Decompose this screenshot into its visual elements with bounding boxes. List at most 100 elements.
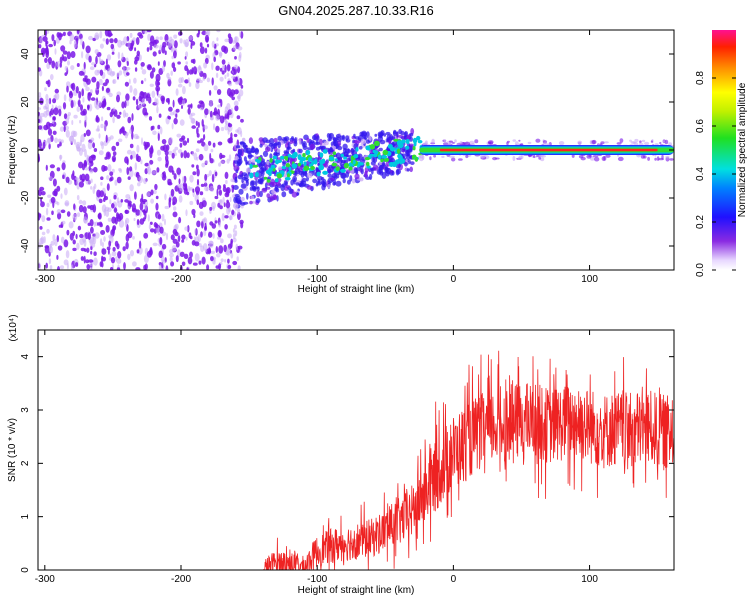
signal-blob xyxy=(396,131,399,138)
noise-blob xyxy=(189,200,194,206)
noise-blob xyxy=(58,33,64,37)
noise-blob xyxy=(188,232,192,239)
x-tick-label: 100 xyxy=(581,274,598,285)
noise-blob xyxy=(127,176,131,181)
noise-blob xyxy=(159,237,163,245)
signal-blob xyxy=(312,134,317,141)
noise-blob xyxy=(79,233,84,239)
signal-core-blob xyxy=(360,162,364,166)
colorbar-tick-label: 0.6 xyxy=(695,119,706,133)
noise-blob xyxy=(225,121,229,126)
noise-blob xyxy=(38,44,42,49)
signal-blob xyxy=(332,181,336,186)
noise-blob xyxy=(46,137,52,144)
y-tick-label: 2 xyxy=(20,460,31,466)
noise-blob xyxy=(160,145,165,151)
carrier-halo-blob xyxy=(429,156,432,161)
signal-blob xyxy=(248,158,252,164)
noise-blob xyxy=(196,168,200,177)
signal-blob xyxy=(265,139,271,144)
noise-blob xyxy=(109,171,114,176)
signal-blob xyxy=(345,171,350,178)
noise-blob xyxy=(164,50,167,55)
noise-blob xyxy=(105,58,108,66)
noise-blob xyxy=(148,223,152,230)
signal-core-blob xyxy=(328,156,335,161)
noise-blob xyxy=(136,171,140,177)
noise-blob xyxy=(167,77,172,81)
signal-blob xyxy=(266,193,271,199)
noise-blob xyxy=(64,72,68,76)
noise-blob xyxy=(87,105,90,111)
noise-blob xyxy=(132,261,137,267)
noise-blob xyxy=(72,213,78,221)
signal-blob xyxy=(237,149,243,156)
noise-blob xyxy=(38,119,41,123)
noise-blob xyxy=(99,69,104,76)
noise-blob xyxy=(181,234,186,240)
noise-blob xyxy=(111,203,115,209)
noise-blob xyxy=(112,247,116,252)
noise-blob xyxy=(196,127,199,135)
signal-blob xyxy=(243,156,247,162)
noise-blob xyxy=(79,238,85,246)
noise-blob xyxy=(215,114,220,121)
noise-blob xyxy=(87,92,91,101)
noise-blob xyxy=(110,267,114,270)
carrier-halo-blob xyxy=(605,154,611,158)
carrier-band xyxy=(439,148,658,152)
noise-blob xyxy=(98,78,103,86)
signal-blob xyxy=(378,147,383,152)
noise-blob xyxy=(124,156,129,164)
signal-blob xyxy=(265,146,271,152)
noise-blob xyxy=(199,191,204,196)
noise-blob xyxy=(228,123,233,128)
noise-blob xyxy=(131,113,134,121)
noise-blob xyxy=(52,98,57,104)
noise-blob xyxy=(150,35,155,44)
signal-blob xyxy=(292,175,297,183)
noise-blob xyxy=(105,134,108,143)
noise-blob xyxy=(112,225,117,231)
signal-blob xyxy=(250,147,256,154)
noise-blob xyxy=(101,142,105,150)
noise-blob xyxy=(106,246,111,251)
noise-blob xyxy=(56,254,59,260)
noise-blob xyxy=(184,79,189,84)
noise-blob xyxy=(110,43,115,50)
signal-blob xyxy=(398,128,402,135)
noise-blob xyxy=(46,202,50,208)
signal-blob xyxy=(380,130,385,136)
noise-blob xyxy=(125,217,130,224)
noise-blob xyxy=(53,39,56,47)
signal-blob xyxy=(354,173,360,180)
noise-blob xyxy=(156,105,159,114)
y-tick-label: 3 xyxy=(20,407,31,413)
noise-blob xyxy=(91,62,96,66)
carrier-halo-blob xyxy=(586,154,592,159)
noise-blob xyxy=(232,237,237,243)
noise-blob xyxy=(226,103,231,111)
noise-blob xyxy=(187,104,192,108)
noise-blob xyxy=(40,236,45,245)
noise-blob xyxy=(186,191,190,196)
signal-blob xyxy=(391,170,395,176)
noise-blob xyxy=(129,85,133,93)
noise-blob xyxy=(177,235,181,243)
noise-blob xyxy=(167,97,170,105)
noise-blob xyxy=(78,70,84,76)
carrier-halo-blob xyxy=(431,138,435,144)
noise-blob xyxy=(201,220,204,229)
signal-core-blob xyxy=(343,162,349,169)
signal-core-blob xyxy=(281,165,286,170)
noise-blob xyxy=(198,64,202,71)
noise-blob xyxy=(140,66,143,70)
noise-blob xyxy=(185,209,188,217)
noise-blob xyxy=(101,242,104,248)
noise-blob xyxy=(107,164,112,172)
noise-blob xyxy=(170,47,176,52)
noise-blob xyxy=(202,76,206,81)
noise-blob xyxy=(159,36,163,41)
noise-blob xyxy=(228,140,233,144)
signal-blob xyxy=(242,201,249,205)
